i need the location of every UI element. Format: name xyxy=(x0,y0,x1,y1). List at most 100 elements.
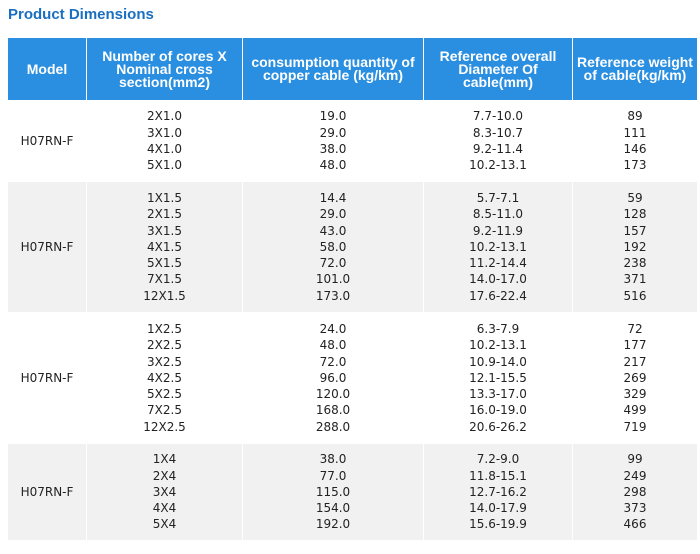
cell-value: 329 xyxy=(623,387,647,402)
cell-value: 192 xyxy=(623,239,647,254)
weight-cell: 99 249 298 373 466 xyxy=(573,444,697,540)
cell-value: 13.3-17.0 xyxy=(469,387,527,402)
table-row: H07RN-F 1X4 2X4 3X4 4X4 5X4 38.0 77.0 115.0 154.0… xyxy=(8,444,697,540)
cell-value: 5X4 xyxy=(152,517,177,532)
cell-value: 17.6-22.4 xyxy=(469,288,527,303)
table-row: H07RN-F 2X1.0 3X1.0 4X1.0 5X1.0 19.0 29.0 38.0 4… xyxy=(8,101,697,181)
header-model: Model xyxy=(8,38,86,100)
header-cable-weight: Reference weight of cable(kg/km) xyxy=(573,38,697,100)
product-dimensions-table: Model Number of cores X Nominal cross se… xyxy=(7,37,698,541)
cell-value: 7X1.5 xyxy=(147,272,182,287)
cell-value: 48.0 xyxy=(319,158,347,173)
cell-value: 6.3-7.9 xyxy=(476,321,520,336)
cell-value: 1X1.5 xyxy=(147,190,182,205)
cell-value: 499 xyxy=(623,403,647,418)
cell-value: 89 xyxy=(627,109,643,124)
cell-value: 72.0 xyxy=(319,256,347,271)
cell-value: 115.0 xyxy=(315,484,351,499)
cell-value: 38.0 xyxy=(319,142,347,156)
cell-value: 288.0 xyxy=(315,419,351,434)
cell-value: 15.6-19.9 xyxy=(469,517,527,532)
weight-cell: 89 111 146 173 xyxy=(573,101,697,181)
cell-value: 14.0-17.0 xyxy=(469,272,527,287)
cell-value: 7.2-9.0 xyxy=(476,452,520,467)
cell-value: 238 xyxy=(623,256,647,271)
cell-value: 12X2.5 xyxy=(143,419,186,434)
cell-value: 4X1.5 xyxy=(147,239,182,254)
cell-value: 77.0 xyxy=(319,468,347,483)
cell-value: 16.0-19.0 xyxy=(469,403,527,418)
cell-value: 9.2-11.4 xyxy=(472,142,524,156)
cell-value: 3X1.5 xyxy=(147,223,182,238)
cell-value: 5.7-7.1 xyxy=(476,190,520,205)
cell-value: 14.0-17.9 xyxy=(469,501,527,516)
cell-value: 3X1.0 xyxy=(147,125,182,140)
cell-value: 269 xyxy=(623,370,647,385)
model-cell: H07RN-F xyxy=(8,313,86,443)
model-cell: H07RN-F xyxy=(8,101,86,181)
cell-value: 249 xyxy=(623,468,647,483)
cell-value: 1X4 xyxy=(152,452,177,467)
cell-value: 466 xyxy=(623,517,647,532)
cell-value: 2X4 xyxy=(152,468,177,483)
cell-value: 10.2-13.1 xyxy=(469,158,527,173)
cores-cell: 1X1.5 2X1.5 3X1.5 4X1.5 5X1.5 7X1.5 12X1.5 xyxy=(87,182,242,312)
cell-value: 20.6-26.2 xyxy=(469,419,527,434)
cell-value: 7.7-10.0 xyxy=(472,109,524,124)
table-row: H07RN-F 1X1.5 2X1.5 3X1.5 4X1.5 5X1.5 7X1.5 12X… xyxy=(8,182,697,312)
cell-value: 146 xyxy=(623,142,647,156)
diameter-cell: 7.2-9.0 11.8-15.1 12.7-16.2 14.0-17.9 15.6-1… xyxy=(424,444,572,540)
cell-value: 24.0 xyxy=(319,321,347,336)
header-cores-section: Number of cores X Nominal cross section(… xyxy=(87,38,242,100)
cell-value: 58.0 xyxy=(319,239,347,254)
cores-cell: 1X2.5 2X2.5 3X2.5 4X2.5 5X2.5 7X2.5 12X2.5 xyxy=(87,313,242,443)
header-overall-diameter: Reference overall Diameter Of cable(mm) xyxy=(424,38,572,100)
diameter-cell: 6.3-7.9 10.2-13.1 10.9-14.0 12.1-15.5 13.3-1… xyxy=(424,313,572,443)
cell-value: 2X1.0 xyxy=(147,109,182,124)
cell-value: 5X2.5 xyxy=(147,387,182,402)
copper-cell: 19.0 29.0 38.0 48.0 xyxy=(243,101,423,181)
model-cell: H07RN-F xyxy=(8,444,86,540)
diameter-cell: 5.7-7.1 8.5-11.0 9.2-11.9 10.2-13.1 11.2-14.… xyxy=(424,182,572,312)
copper-cell: 24.0 48.0 72.0 96.0 120.0 168.0 288.0 xyxy=(243,313,423,443)
cell-value: 8.5-11.0 xyxy=(472,207,524,222)
cell-value: 2X1.5 xyxy=(147,207,182,222)
cell-value: 154.0 xyxy=(315,501,351,516)
cell-value: 43.0 xyxy=(319,223,347,238)
cell-value: 3X4 xyxy=(152,484,177,499)
cell-value: 217 xyxy=(623,354,647,369)
cell-value: 5X1.0 xyxy=(147,158,182,173)
cell-value: 72 xyxy=(627,321,643,336)
header-copper-consumption: consumption quantity of copper cable (kg… xyxy=(243,38,423,100)
cell-value: 14.4 xyxy=(319,190,347,205)
copper-cell: 38.0 77.0 115.0 154.0 192.0 xyxy=(243,444,423,540)
cell-value: 12.1-15.5 xyxy=(469,370,527,385)
cell-value: 99 xyxy=(627,452,643,467)
copper-cell: 14.4 29.0 43.0 58.0 72.0 101.0 173.0 xyxy=(243,182,423,312)
model-cell: H07RN-F xyxy=(8,182,86,312)
cell-value: 168.0 xyxy=(315,403,351,418)
cell-value: 29.0 xyxy=(319,207,347,222)
cell-value: 19.0 xyxy=(319,109,347,124)
cell-value: 11.8-15.1 xyxy=(469,468,527,483)
cell-value: 2X2.5 xyxy=(147,338,182,353)
cell-value: 10.9-14.0 xyxy=(469,354,527,369)
weight-cell: 59 128 157 192 238 371 516 xyxy=(573,182,697,312)
cell-value: 4X4 xyxy=(152,501,177,516)
diameter-cell: 7.7-10.0 8.3-10.7 9.2-11.4 10.2-13.1 xyxy=(424,101,572,181)
cell-value: 38.0 xyxy=(319,452,347,467)
weight-cell: 72 177 217 269 329 499 719 xyxy=(573,313,697,443)
cell-value: 4X2.5 xyxy=(147,370,182,385)
cell-value: 516 xyxy=(623,288,647,303)
page-title: Product Dimensions xyxy=(8,6,154,23)
cell-value: 59 xyxy=(627,190,643,205)
cell-value: 12.7-16.2 xyxy=(469,484,527,499)
cell-value: 12X1.5 xyxy=(143,288,186,303)
cell-value: 120.0 xyxy=(315,387,351,402)
cell-value: 96.0 xyxy=(319,370,347,385)
cell-value: 8.3-10.7 xyxy=(472,125,524,140)
cell-value: 719 xyxy=(623,419,647,434)
cell-value: 101.0 xyxy=(315,272,351,287)
cell-value: 10.2-13.1 xyxy=(469,239,527,254)
cell-value: 4X1.0 xyxy=(147,142,182,156)
